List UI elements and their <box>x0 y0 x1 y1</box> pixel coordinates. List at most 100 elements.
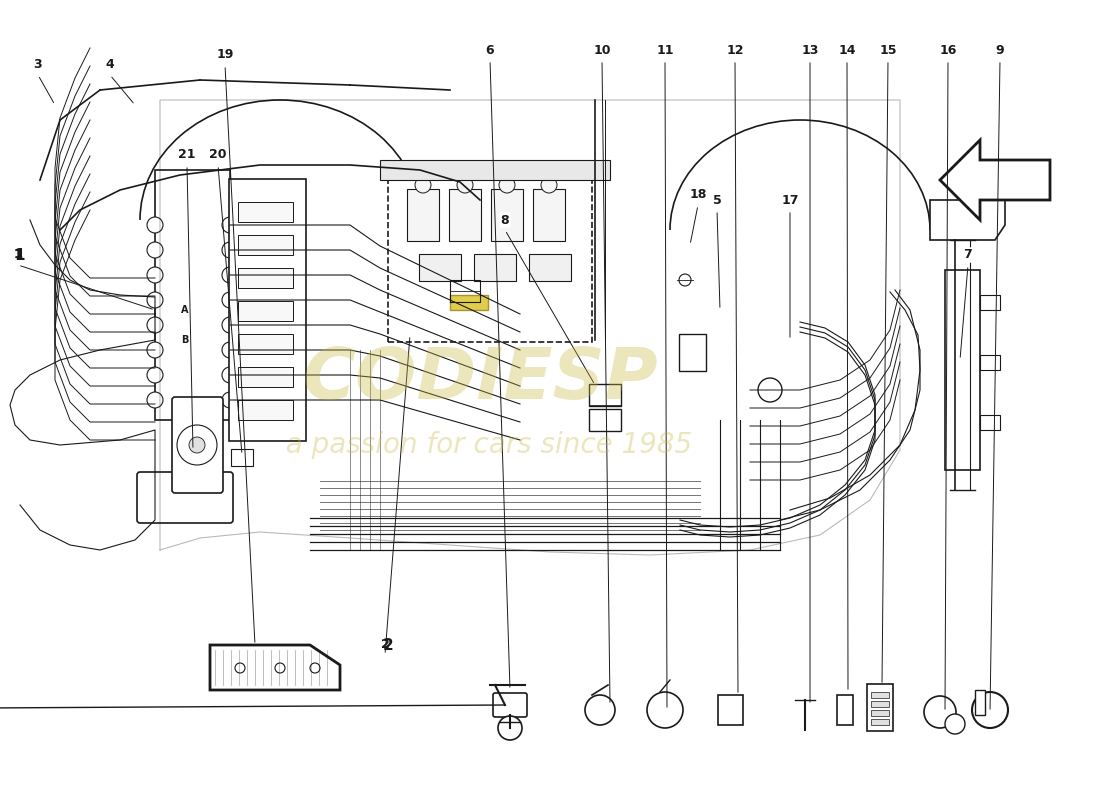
Circle shape <box>147 242 163 258</box>
FancyBboxPatch shape <box>238 235 293 255</box>
Circle shape <box>222 242 238 258</box>
Circle shape <box>147 392 163 408</box>
FancyBboxPatch shape <box>172 397 223 493</box>
FancyBboxPatch shape <box>588 384 621 406</box>
FancyBboxPatch shape <box>867 684 893 731</box>
FancyBboxPatch shape <box>231 449 253 466</box>
Circle shape <box>147 342 163 358</box>
FancyBboxPatch shape <box>238 400 293 420</box>
FancyBboxPatch shape <box>238 334 293 354</box>
FancyBboxPatch shape <box>980 415 1000 430</box>
FancyBboxPatch shape <box>238 301 293 321</box>
FancyBboxPatch shape <box>980 295 1000 310</box>
FancyBboxPatch shape <box>379 160 610 180</box>
Text: 14: 14 <box>838 43 856 57</box>
FancyBboxPatch shape <box>450 295 488 310</box>
Circle shape <box>275 663 285 673</box>
Text: 4: 4 <box>106 58 114 71</box>
FancyBboxPatch shape <box>474 254 516 281</box>
FancyBboxPatch shape <box>871 710 889 716</box>
FancyBboxPatch shape <box>238 367 293 387</box>
Text: 11: 11 <box>657 43 673 57</box>
Circle shape <box>222 367 238 383</box>
FancyBboxPatch shape <box>238 268 293 288</box>
FancyBboxPatch shape <box>871 692 889 698</box>
Text: 10: 10 <box>593 43 611 57</box>
Polygon shape <box>930 200 1005 240</box>
FancyBboxPatch shape <box>837 695 852 725</box>
Text: CODIESP: CODIESP <box>302 346 658 414</box>
Text: 9: 9 <box>996 43 1004 57</box>
FancyBboxPatch shape <box>155 170 230 420</box>
Circle shape <box>147 367 163 383</box>
Text: 1: 1 <box>13 249 22 262</box>
Text: 16: 16 <box>939 43 957 57</box>
Circle shape <box>222 342 238 358</box>
FancyBboxPatch shape <box>871 701 889 707</box>
FancyBboxPatch shape <box>588 409 621 431</box>
Circle shape <box>177 425 217 465</box>
Circle shape <box>147 317 163 333</box>
Text: 2: 2 <box>383 638 394 653</box>
Text: A: A <box>182 305 189 315</box>
Text: 19: 19 <box>217 49 233 62</box>
FancyBboxPatch shape <box>718 695 743 725</box>
Circle shape <box>498 716 522 740</box>
Text: 8: 8 <box>500 214 509 226</box>
Text: 20: 20 <box>209 149 227 162</box>
Circle shape <box>415 177 431 193</box>
Circle shape <box>499 177 515 193</box>
Circle shape <box>222 267 238 283</box>
Polygon shape <box>210 645 340 690</box>
FancyBboxPatch shape <box>871 719 889 725</box>
Circle shape <box>945 714 965 734</box>
Circle shape <box>972 692 1008 728</box>
FancyBboxPatch shape <box>679 334 706 371</box>
Circle shape <box>924 696 956 728</box>
Text: B: B <box>182 335 189 345</box>
Circle shape <box>147 217 163 233</box>
Circle shape <box>222 317 238 333</box>
Circle shape <box>222 217 238 233</box>
FancyBboxPatch shape <box>388 168 592 342</box>
FancyBboxPatch shape <box>407 189 439 241</box>
Text: 18: 18 <box>690 189 706 202</box>
Text: 15: 15 <box>879 43 896 57</box>
Text: 13: 13 <box>801 43 818 57</box>
Text: 1: 1 <box>13 249 23 262</box>
Text: 21: 21 <box>178 149 196 162</box>
Circle shape <box>456 177 473 193</box>
Circle shape <box>310 663 320 673</box>
Circle shape <box>222 292 238 308</box>
Circle shape <box>541 177 557 193</box>
Text: 2: 2 <box>381 638 389 651</box>
Circle shape <box>222 392 238 408</box>
Circle shape <box>235 663 245 673</box>
FancyBboxPatch shape <box>491 189 522 241</box>
Circle shape <box>147 267 163 283</box>
FancyBboxPatch shape <box>449 189 481 241</box>
Text: 3: 3 <box>34 58 42 71</box>
Circle shape <box>585 695 615 725</box>
FancyBboxPatch shape <box>534 189 565 241</box>
FancyBboxPatch shape <box>980 355 1000 370</box>
FancyBboxPatch shape <box>419 254 461 281</box>
Text: 12: 12 <box>726 43 744 57</box>
Text: a passion for cars since 1985: a passion for cars since 1985 <box>268 431 692 459</box>
Text: 17: 17 <box>781 194 799 206</box>
FancyBboxPatch shape <box>138 472 233 523</box>
FancyBboxPatch shape <box>493 693 527 717</box>
Circle shape <box>758 378 782 402</box>
Circle shape <box>189 437 205 453</box>
FancyBboxPatch shape <box>945 270 980 470</box>
Circle shape <box>647 692 683 728</box>
Text: 5: 5 <box>713 194 722 206</box>
FancyBboxPatch shape <box>238 202 293 222</box>
Text: 6: 6 <box>486 43 494 57</box>
Polygon shape <box>940 140 1050 220</box>
Circle shape <box>679 274 691 286</box>
FancyBboxPatch shape <box>229 179 306 441</box>
Text: 7: 7 <box>964 249 972 262</box>
Circle shape <box>147 292 163 308</box>
FancyBboxPatch shape <box>975 690 984 715</box>
